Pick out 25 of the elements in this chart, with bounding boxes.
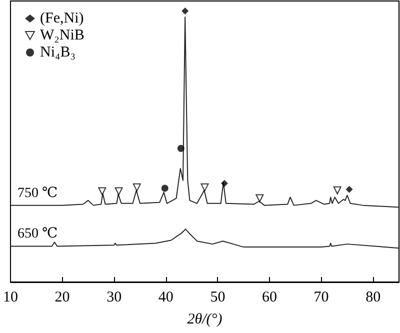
x-tick-label: 20 [54, 290, 70, 306]
point [98, 187, 106, 196]
x-tick-label: 80 [366, 290, 381, 306]
x-tick-label: 40 [158, 290, 174, 306]
point [114, 187, 123, 196]
x-axis-title: 2θ/(°) [187, 312, 222, 328]
point [256, 194, 264, 202]
x-tick-label: 70 [314, 290, 329, 306]
point [177, 144, 184, 152]
point [161, 184, 168, 192]
point [200, 183, 209, 192]
point [182, 8, 189, 15]
series-label: 750 ℃ [18, 186, 58, 201]
point [333, 186, 342, 194]
legend-label: W₂NiB [40, 28, 84, 44]
x-tick-label: 50 [210, 290, 226, 306]
point [220, 180, 228, 187]
x-tick-label: 30 [106, 290, 122, 306]
legend-label: Ni₄B₃ [40, 44, 76, 60]
point [346, 186, 353, 193]
series-label: 650 ℃ [18, 226, 58, 242]
x-tick-label: 10 [3, 290, 18, 306]
point [132, 183, 141, 192]
legend-label: (Fe,Ni) [40, 10, 84, 26]
x-tick-label: 60 [262, 290, 277, 306]
